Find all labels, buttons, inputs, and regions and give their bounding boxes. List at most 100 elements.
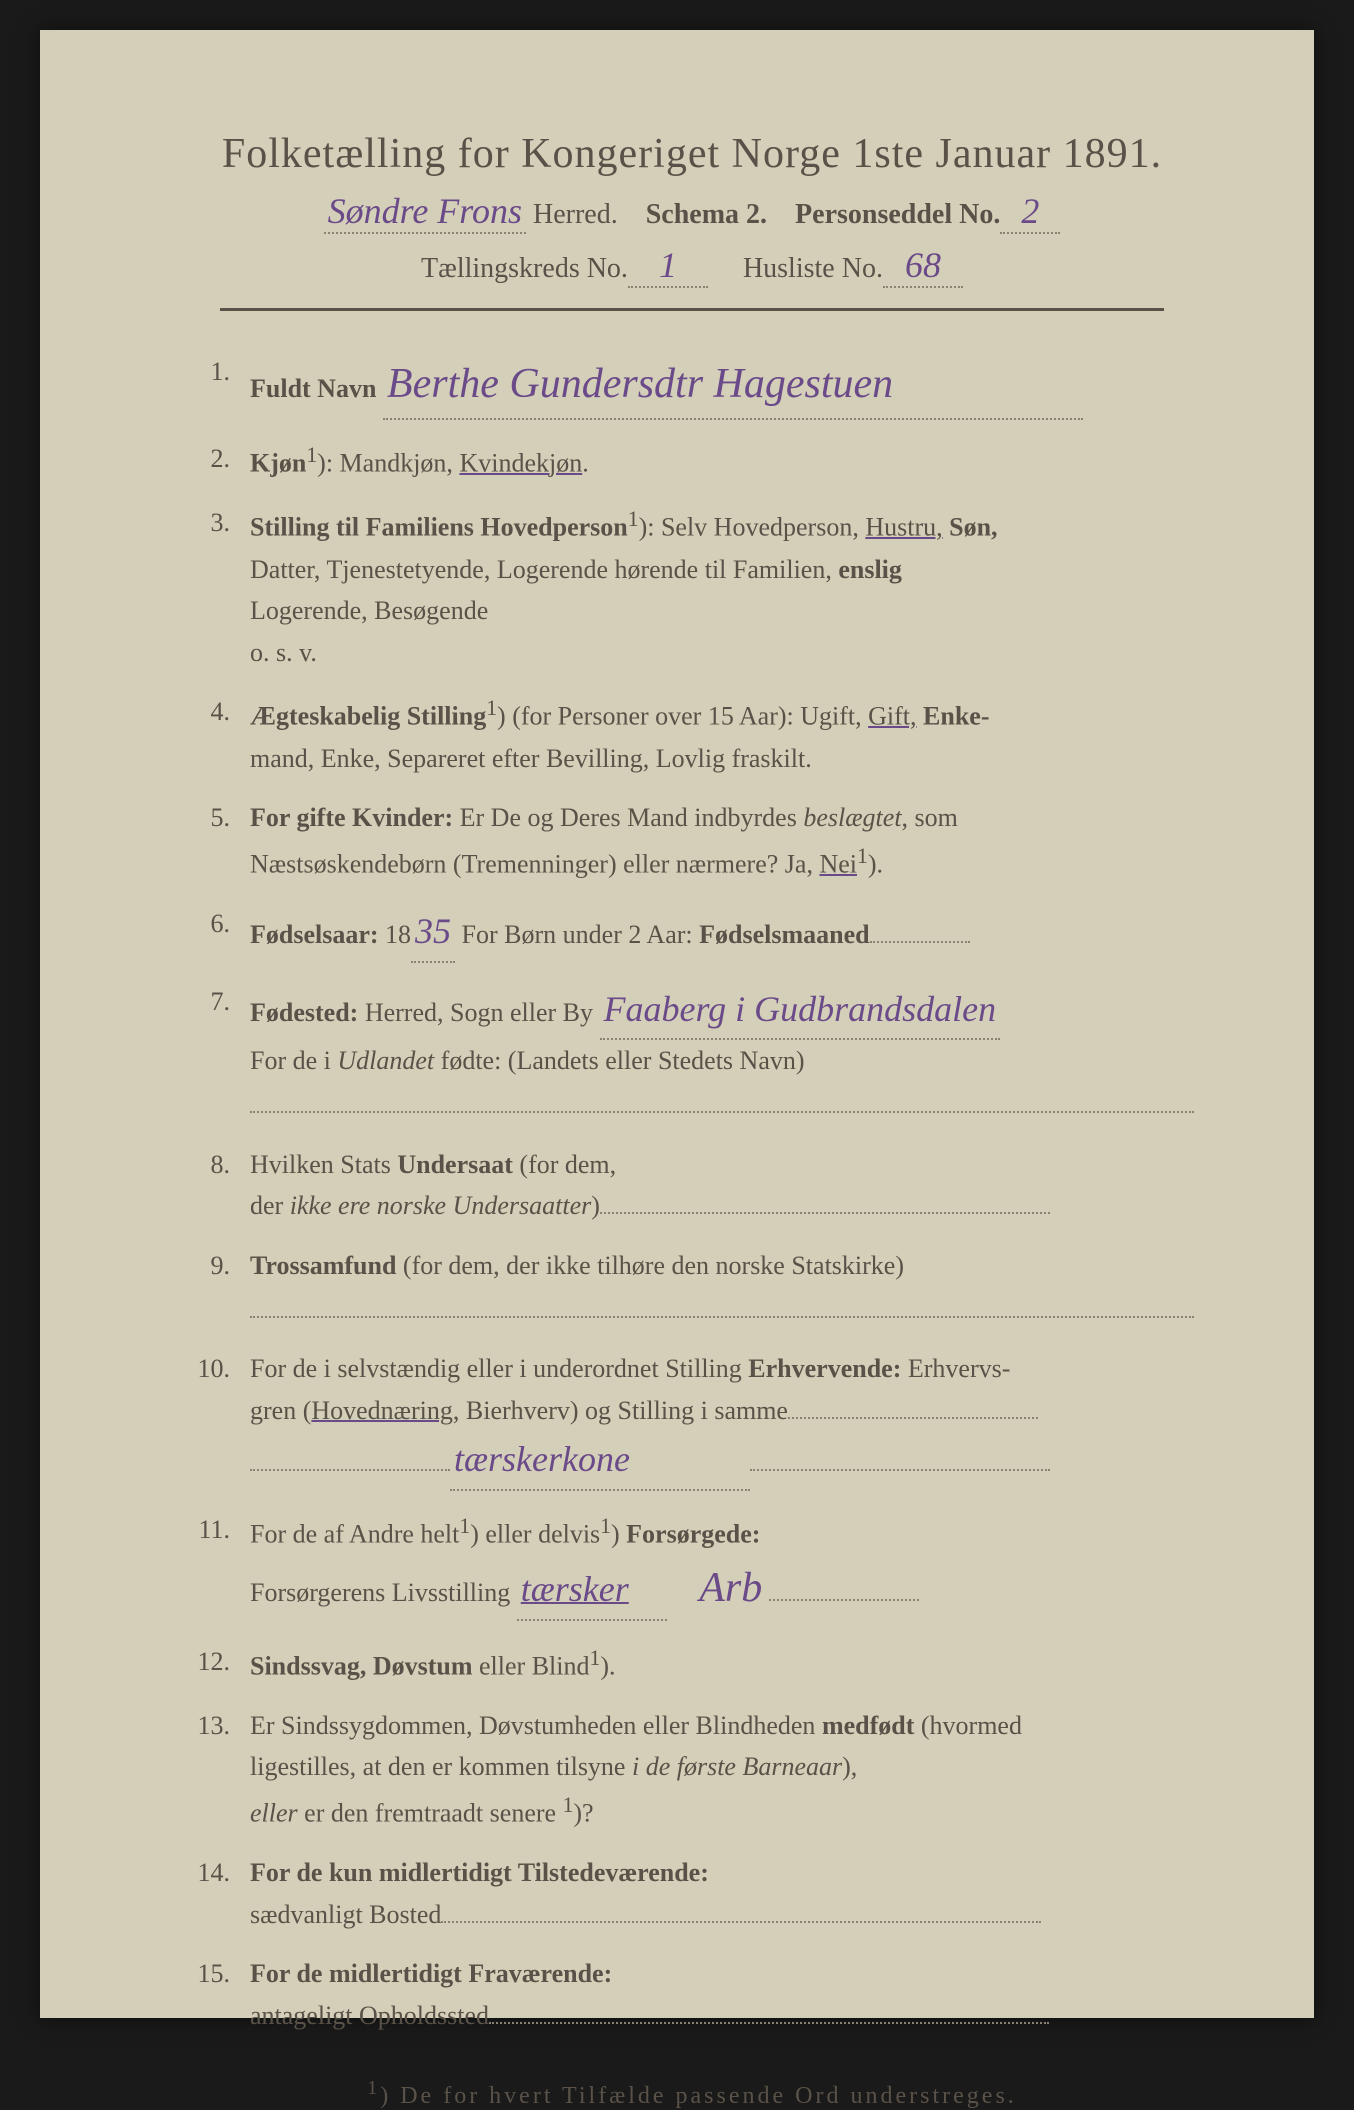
text: der [250,1191,290,1220]
tail: . [582,449,589,478]
item-body: For de midlertidigt Fraværende: antageli… [250,1953,1194,2036]
provider-value-2: Arb [699,1565,762,1611]
person-label: Personseddel No. [795,199,1000,230]
sup: 1 [628,507,639,531]
selected-value: Nei [819,850,857,879]
sup: 1 [857,844,868,868]
sup: 1 [459,1514,470,1538]
text: Erhvervs- [901,1354,1010,1383]
blank-field [489,2022,1049,2024]
item-num: 12. [190,1641,250,1687]
text: ligestilles, at den er kommen tilsyne [250,1752,632,1781]
text: (for dem, [513,1150,616,1179]
text: sædvanligt Bosted [250,1900,441,1929]
sup: 1 [563,1793,574,1817]
item-body: For de i selvstændig eller i underordnet… [250,1348,1194,1491]
text: eller Blind [473,1651,590,1680]
label: Undersaat [397,1150,513,1179]
tail: ). [600,1651,615,1680]
blank-field [600,1212,1050,1214]
text: Søn, [943,513,998,542]
main-title: Folketælling for Kongeriget Norge 1ste J… [160,130,1224,178]
footnote-text: ) De for hvert Tilfælde passende Ord und… [380,2083,1017,2109]
item-num: 2. [190,438,250,484]
blank-line [250,1082,1194,1113]
label: Trossamfund [250,1251,396,1280]
birth-month-field [870,941,970,943]
item-body: Fødselsaar: 1835 For Børn under 2 Aar: F… [250,903,1194,963]
document-page: Folketælling for Kongeriget Norge 1ste J… [40,30,1314,2018]
item-num: 3. [190,502,250,673]
blank-field [788,1417,1038,1419]
blank-field [250,1469,450,1471]
full-name-value: Berthe Gundersdtr Hagestuen [383,351,1083,420]
kreds-no: 1 [628,244,708,288]
husliste-label: Husliste No. [743,253,883,284]
divider [220,308,1164,311]
text: ), [842,1752,857,1781]
item-9: 9. Trossamfund (for dem, der ikke tilhør… [190,1245,1194,1330]
text: (for dem, der ikke tilhøre den norske St… [396,1251,904,1280]
item-body: Trossamfund (for dem, der ikke tilhøre d… [250,1245,1194,1330]
header-line-1: Søndre Frons Herred. Schema 2. Personsed… [160,190,1224,234]
item-num: 15. [190,1953,250,2036]
text: eller [250,1799,298,1828]
sup: 1 [367,2077,380,2099]
item-num: 1. [190,351,250,420]
text: beslægtet [803,803,901,832]
label: For de midlertidigt Fraværende: [250,1959,612,1988]
text: gren ( [250,1396,311,1425]
blank-field [769,1599,919,1601]
text: o. s. v. [250,638,317,667]
item-body: Ægteskabelig Stilling1) (for Personer ov… [250,691,1194,779]
selected-value: Kvindekjøn [459,449,582,478]
text: Enke- [917,702,990,731]
text: ) eller delvis [470,1520,600,1549]
header-line-2: Tællingskreds No.1 Husliste No.68 [160,244,1224,288]
item-body: Fødested: Herred, Sogn eller By Faaberg … [250,981,1194,1126]
item-num: 13. [190,1705,250,1834]
item-num: 9. [190,1245,250,1330]
text: ) [611,1520,626,1549]
item-num: 4. [190,691,250,779]
item-body: For de kun midlertidigt Tilstedeværende:… [250,1852,1194,1935]
text: For de i selvstændig eller i underordnet… [250,1354,748,1383]
text: (hvormed [914,1711,1022,1740]
item-8: 8. Hvilken Stats Undersaat (for dem, der… [190,1144,1194,1227]
label: Sindssvag, Døvstum [250,1651,473,1680]
text: For Børn under 2 Aar: [455,920,699,949]
title-block: Folketælling for Kongeriget Norge 1ste J… [160,130,1224,288]
text: antageligt Opholdssted [250,2001,489,2030]
kreds-label: Tællingskreds No. [421,253,628,284]
label: Erhvervende: [748,1354,901,1383]
tail: )? [573,1799,593,1828]
occupation-value: tærskerkone [450,1431,750,1491]
item-num: 8. [190,1144,250,1227]
text: Hvilken Stats [250,1150,397,1179]
text: Datter, Tjenestetyende, Logerende hørend… [250,555,838,584]
label: Fuldt Navn [250,374,376,403]
item-num: 6. [190,903,250,963]
text: For de i [250,1046,337,1075]
label: For gifte Kvinder: [250,803,453,832]
selected-value: Gift, [868,702,916,731]
item-body: Fuldt Navn Berthe Gundersdtr Hagestuen [250,351,1194,420]
birthplace-value: Faaberg i Gudbrandsdalen [600,981,1001,1041]
item-12: 12. Sindssvag, Døvstum eller Blind1). [190,1641,1194,1687]
text: ikke ere norske Undersaatter [290,1191,592,1220]
text: Næstsøskendebørn (Tremenninger) eller næ… [250,850,819,879]
sup: 1 [486,696,497,720]
label: Ægteskabelig Stilling [250,702,486,731]
label: Fødselsaar: [250,920,379,949]
label: For de kun midlertidigt Tilstedeværende: [250,1858,709,1887]
text: er den fremtraadt senere [298,1799,563,1828]
selected-value: Hovednæring [311,1396,453,1425]
label: medfødt [822,1711,914,1740]
item-10: 10. For de i selvstændig eller i underor… [190,1348,1194,1491]
text: Udlandet [337,1046,434,1075]
herred-value: Søndre Frons [324,190,526,234]
item-5: 5. For gifte Kvinder: Er De og Deres Man… [190,797,1194,885]
label: Stilling til Familiens Hovedperson [250,513,628,542]
item-1: 1. Fuldt Navn Berthe Gundersdtr Hagestue… [190,351,1194,420]
item-num: 5. [190,797,250,885]
